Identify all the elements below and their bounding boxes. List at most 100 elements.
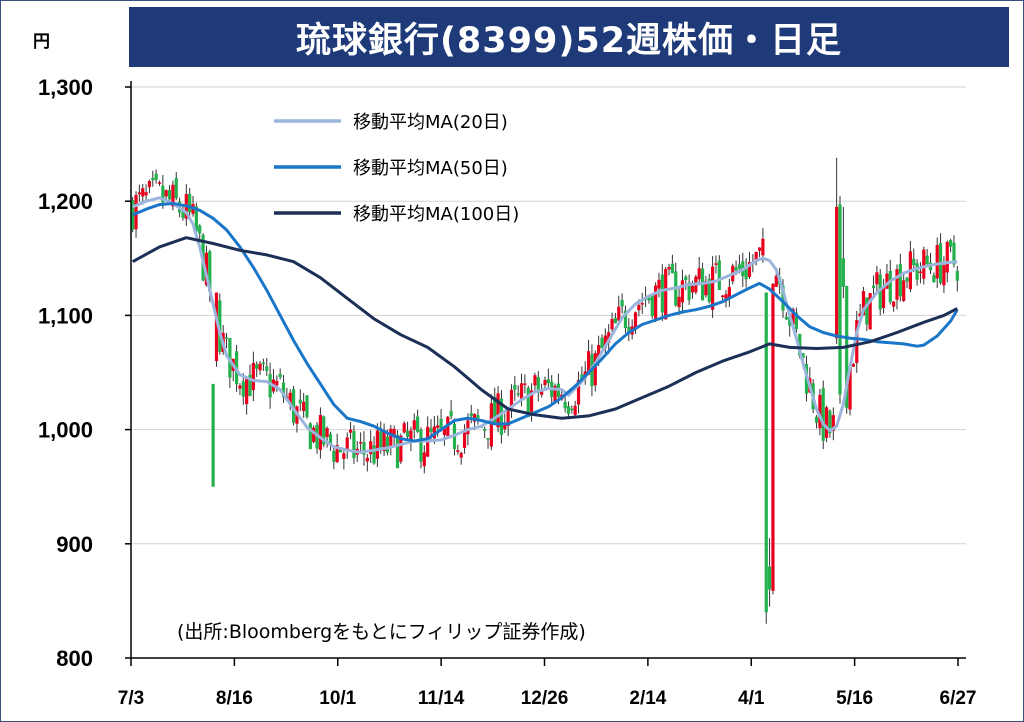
candle-up: [335, 445, 339, 463]
candle-up: [697, 268, 701, 280]
candle-up: [747, 262, 752, 278]
gridlines: [131, 86, 966, 545]
candle-down: [623, 310, 628, 329]
candle-down: [570, 408, 574, 411]
candle-up: [757, 247, 762, 251]
candle-up: [369, 441, 373, 454]
candle-down: [865, 297, 869, 325]
candle-up: [422, 452, 426, 467]
candle-up: [657, 279, 661, 289]
candle-up: [586, 351, 591, 375]
candle-down: [949, 240, 953, 247]
candle-down: [405, 430, 410, 437]
candle-up: [392, 428, 396, 435]
candle-up: [573, 405, 577, 415]
candle-down: [737, 264, 742, 269]
candle-down: [291, 389, 296, 423]
candle-up: [204, 252, 209, 285]
candle-up: [918, 271, 923, 274]
candle-down: [429, 428, 433, 433]
x-axis-labels: 7/3 8/16 10/1 11/14 12/26 2/14 4/1 5/16 6/27: [118, 688, 977, 709]
candle-up: [754, 251, 758, 262]
candle-up: [409, 430, 413, 443]
candle-up: [824, 407, 829, 438]
axes: [125, 81, 966, 666]
y-axis-unit: 円: [33, 32, 50, 52]
candle-up: [503, 422, 507, 430]
candle-down: [265, 366, 269, 371]
candle-up: [942, 265, 946, 286]
candle-down: [154, 173, 158, 180]
x-tick-label: 5/16: [836, 688, 873, 709]
candle-up: [724, 294, 728, 300]
candle-up: [375, 430, 379, 459]
candle-up: [704, 280, 708, 296]
candle-up: [359, 441, 363, 444]
candle-up: [861, 291, 866, 316]
candle-up: [858, 313, 862, 317]
candle-up: [399, 435, 403, 462]
legend-label: 移動平均MA(50日): [353, 158, 508, 179]
candle-down: [717, 260, 721, 290]
candle-up: [945, 241, 949, 273]
candle-up: [667, 267, 671, 270]
candle-up: [607, 332, 611, 343]
candle-down: [670, 263, 674, 274]
candle-up: [345, 437, 349, 450]
candle-down: [841, 258, 845, 287]
candle-down: [788, 316, 792, 326]
x-tick-label: 10/1: [319, 688, 356, 709]
candle-down: [955, 270, 959, 281]
y-tick-label: 1,000: [38, 418, 93, 443]
candle-up: [325, 428, 329, 438]
candle-up: [137, 192, 141, 195]
candle-down: [362, 442, 366, 455]
candle-down: [915, 263, 919, 280]
candle-up: [690, 285, 695, 293]
candle-up: [617, 306, 621, 321]
candle-up: [597, 345, 601, 359]
candle-down: [469, 413, 473, 417]
candle-up: [818, 394, 822, 429]
candle-down: [600, 337, 604, 349]
candle-down: [647, 297, 651, 301]
y-tick-label: 1,200: [38, 189, 93, 214]
y-tick-label: 1,100: [38, 303, 93, 328]
candle-down: [198, 225, 202, 234]
source-note: (出所:Bloombergをもとにフィリップ証券作成): [177, 621, 586, 643]
x-tick-label: 2/14: [629, 688, 666, 709]
candle-down: [828, 410, 832, 434]
candle-up: [902, 280, 906, 301]
candle-down: [379, 431, 383, 448]
candle-up: [509, 389, 514, 409]
candle-down: [784, 316, 788, 320]
candle-down: [278, 373, 282, 378]
candle-up: [664, 268, 668, 320]
candle-down: [483, 428, 487, 431]
candle-up: [245, 377, 249, 405]
candle-down: [322, 416, 326, 445]
candle-down: [499, 398, 504, 435]
candle-down: [194, 206, 198, 232]
candle-down: [151, 178, 155, 181]
candle-up: [462, 432, 467, 448]
candle-up: [238, 385, 242, 389]
candle-down: [794, 312, 799, 330]
ma-line-50: [132, 202, 959, 443]
candle-up: [831, 415, 835, 431]
candle-up: [348, 429, 353, 433]
candle-up: [171, 184, 175, 207]
candle-down: [188, 193, 192, 213]
candle-down: [298, 399, 302, 404]
candle-down: [687, 282, 691, 301]
candle-up: [593, 353, 597, 386]
candle-down: [878, 274, 882, 310]
candle-up: [412, 420, 416, 430]
candle-down: [211, 383, 215, 487]
candle-up: [251, 362, 255, 391]
candle-up: [633, 312, 638, 330]
candle-up: [275, 380, 279, 386]
candle-down: [131, 200, 135, 230]
candle-down: [449, 410, 453, 417]
